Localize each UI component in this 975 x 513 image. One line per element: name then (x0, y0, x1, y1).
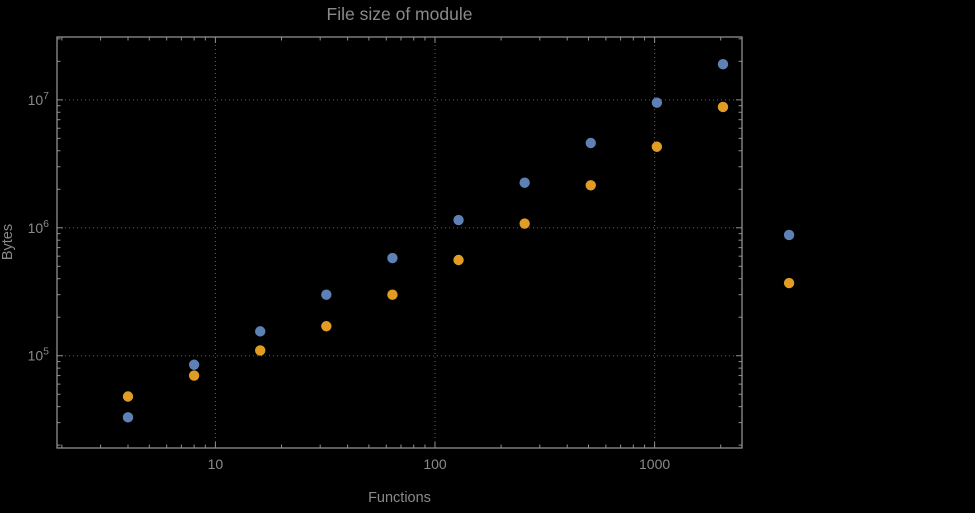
chart-title: File size of module (326, 4, 473, 24)
data-point-series-blue (122, 412, 134, 423)
data-point-series-blue (585, 137, 596, 149)
data-point-series-orange (321, 321, 332, 332)
y-tick-label: 107 (28, 90, 50, 108)
data-point-series-orange (519, 218, 530, 229)
data-point-series-orange (122, 391, 134, 402)
data-point-series-blue (717, 58, 729, 70)
data-point-series-blue (453, 214, 464, 226)
plot-frame (56, 36, 743, 449)
data-point-series-orange (387, 289, 398, 300)
y-tick-label: 106 (28, 218, 50, 236)
data-point-series-orange (717, 101, 729, 113)
x-tick-label: 1000 (639, 456, 670, 472)
data-point-series-blue (321, 289, 332, 300)
data-point-series-blue (255, 326, 266, 337)
x-tick-label: 100 (423, 456, 447, 472)
data-point-series-blue (783, 229, 795, 241)
data-point-series-orange (585, 180, 596, 191)
data-point-series-orange (651, 141, 663, 152)
data-point-series-orange (188, 370, 200, 381)
y-tick-label: 105 (28, 346, 50, 364)
data-point-series-blue (519, 177, 530, 188)
data-point-series-orange (783, 277, 795, 289)
data-point-series-orange (255, 345, 266, 356)
x-tick-label: 10 (208, 456, 224, 472)
data-point-series-blue (651, 97, 663, 108)
data-point-series-orange (453, 254, 464, 266)
data-point-series-blue (387, 252, 398, 264)
x-axis-label: Functions (368, 490, 431, 506)
data-point-series-blue (188, 359, 200, 370)
y-axis-label: Bytes (0, 223, 16, 261)
